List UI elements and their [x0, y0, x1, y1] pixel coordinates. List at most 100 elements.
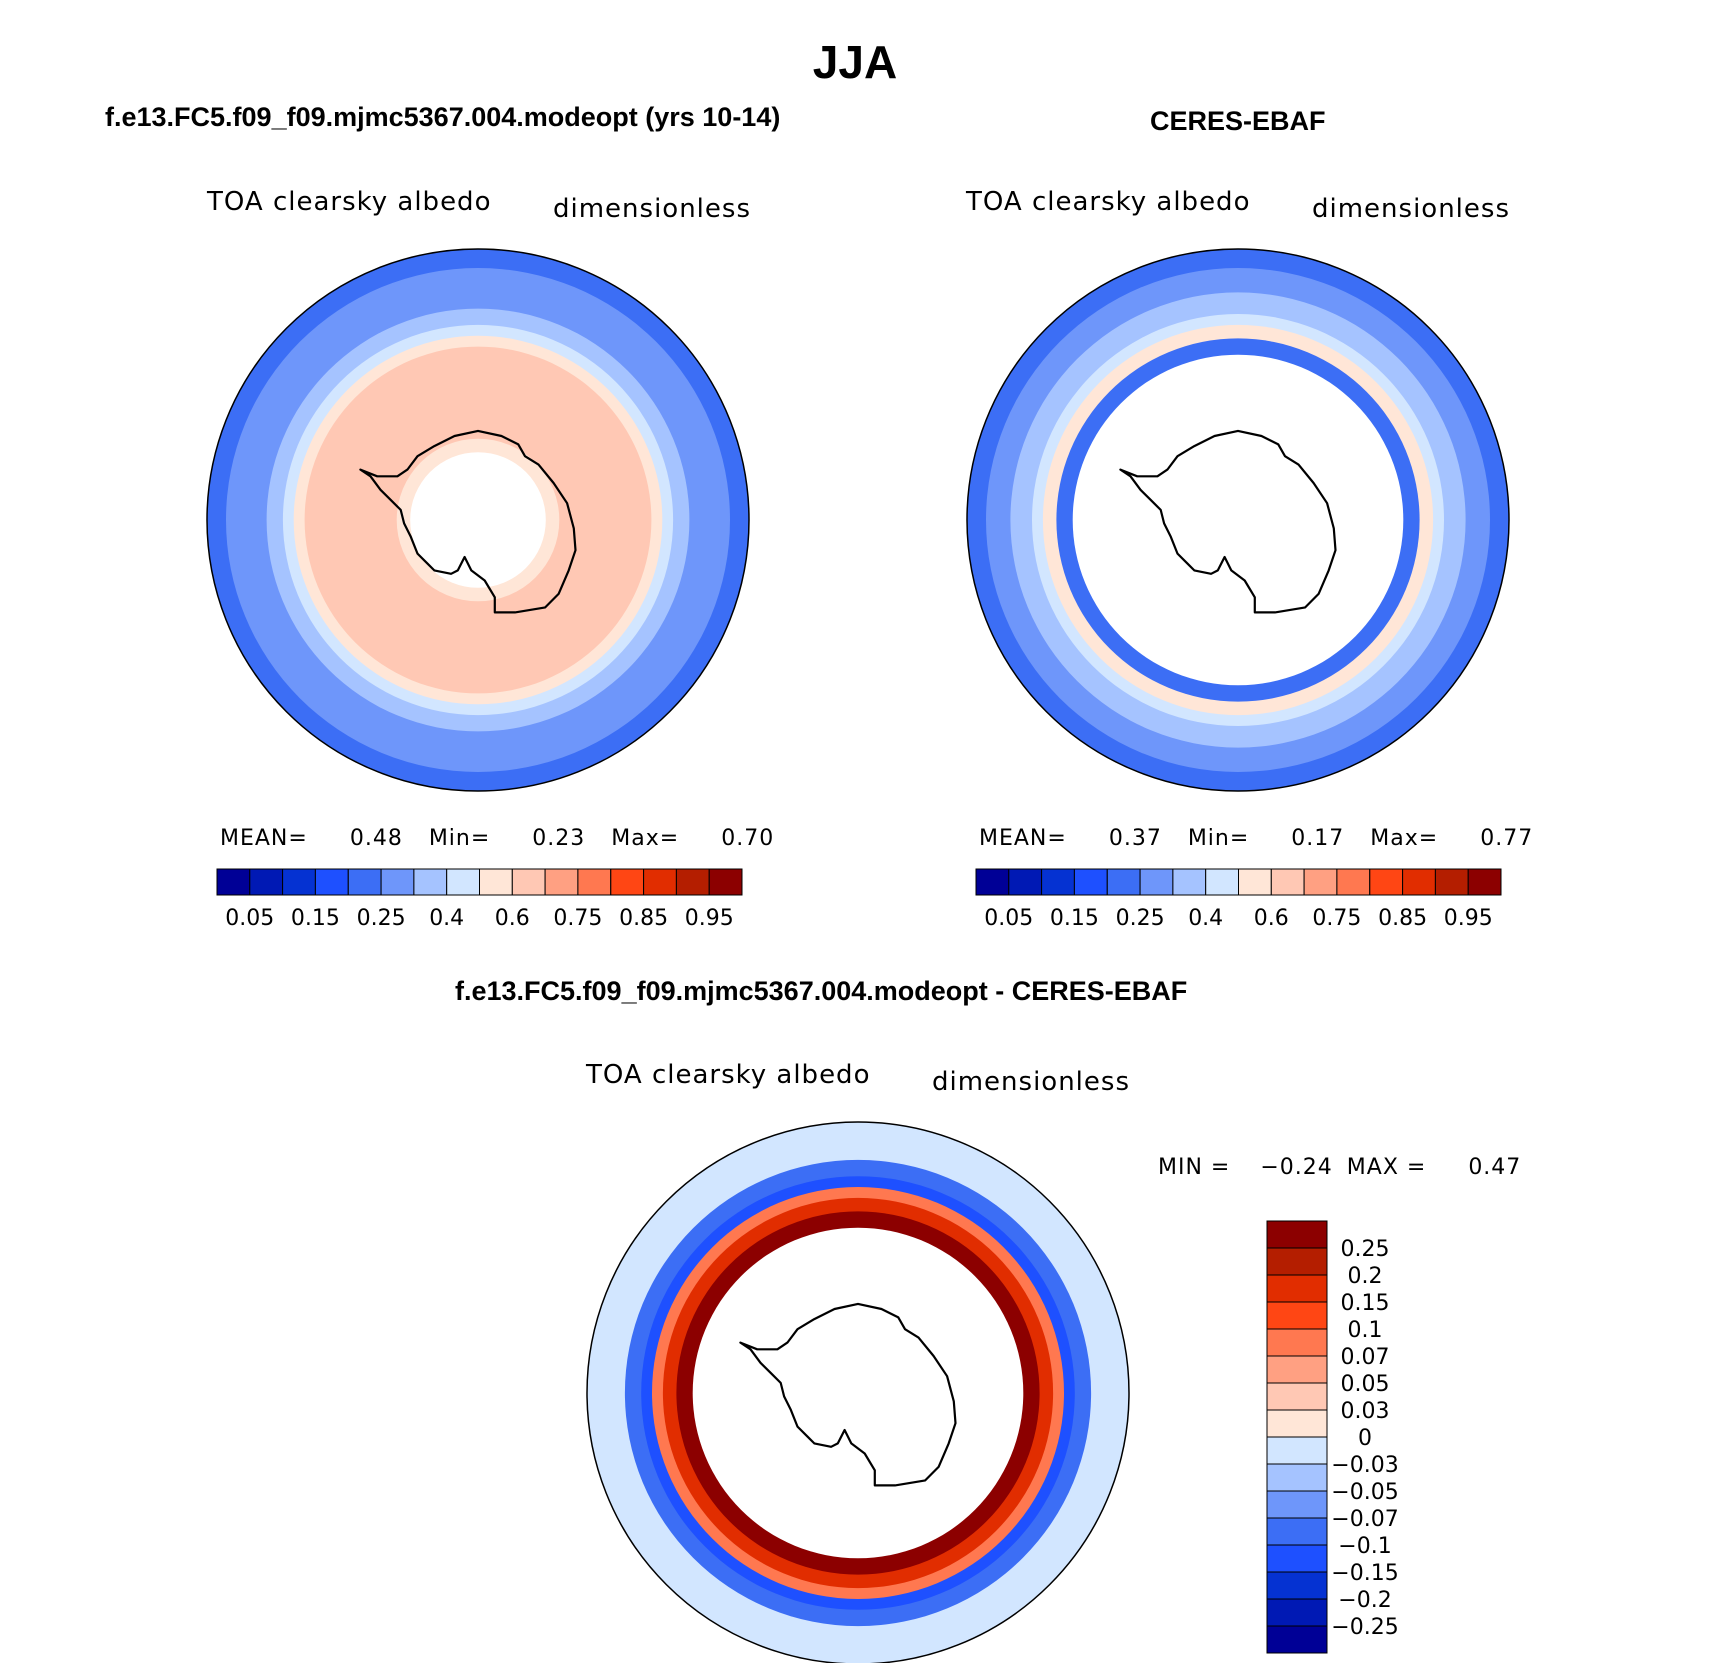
model-contour-band-7 [410, 452, 546, 588]
model-colorbar-tick-label: 0.05 [225, 906, 274, 931]
model-colorbar-swatch-2 [282, 868, 316, 896]
obs-units-label: dimensionless [1312, 194, 1510, 224]
model-colorbar-tick-label: 0.6 [495, 906, 530, 931]
diff-colorbar-tick-label: −0.1 [1338, 1534, 1391, 1559]
diff-colorbar-swatch-0 [1266, 1220, 1328, 1249]
model-min-label: Min= [428, 826, 491, 851]
diff-colorbar-tick-label: −0.05 [1331, 1480, 1398, 1505]
model-mean-value: 0.48 [349, 826, 403, 851]
model-mean-label: MEAN= [220, 826, 308, 851]
obs-mean-label: MEAN= [979, 826, 1067, 851]
diff-units-label: dimensionless [932, 1067, 1130, 1097]
diff-colorbar-tick-label: 0.07 [1341, 1345, 1390, 1370]
diff-max-value: 0.47 [1468, 1155, 1522, 1180]
diff-variable-label: TOA clearsky albedo [586, 1060, 871, 1090]
model-colorbar-tick-label: 0.95 [685, 906, 734, 931]
model-colorbar: 0.05 0.15 0.25 0.4 0.6 0.75 0.85 0.95 [216, 868, 743, 931]
obs-coastline [1119, 429, 1337, 614]
model-colorbar-swatch-9 [511, 868, 546, 896]
diff-colorbar-swatch-11 [1266, 1517, 1328, 1546]
obs-colorbar-swatch-13 [1402, 868, 1436, 896]
model-colorbar-swatch-13 [643, 868, 677, 896]
obs-colorbar-tick-label: 0.75 [1312, 906, 1361, 931]
model-colorbar-tick-label: 0.85 [619, 906, 668, 931]
diff-colorbar-tick-label: 0.2 [1348, 1264, 1383, 1289]
diff-colorbar-swatch-12 [1266, 1544, 1328, 1573]
obs-colorbar-tick-label: 0.95 [1444, 906, 1493, 931]
model-coastline [359, 429, 577, 614]
model-colorbar-swatch-0 [216, 868, 251, 896]
diff-colorbar-swatch-4 [1266, 1328, 1328, 1357]
diff-colorbar-swatch-3 [1266, 1301, 1328, 1330]
obs-colorbar-tick-label: 0.05 [984, 906, 1033, 931]
diff-map-border [586, 1121, 1130, 1663]
model-max-value: 0.70 [721, 826, 775, 851]
diff-colorbar-tick-label: −0.03 [1331, 1453, 1398, 1478]
obs-colorbar-swatch-8 [1238, 868, 1272, 896]
model-units-label: dimensionless [553, 194, 751, 224]
diff-colorbar-swatch-14 [1266, 1598, 1328, 1627]
model-polar-map [206, 248, 750, 792]
model-colorbar-swatch-1 [249, 868, 284, 896]
diff-coastline [739, 1302, 957, 1487]
diff-colorbar-tick-label: 0.15 [1341, 1291, 1390, 1316]
diff-colorbar-swatch-5 [1266, 1355, 1328, 1384]
diff-colorbar-tick-label: 0.03 [1341, 1399, 1390, 1424]
obs-colorbar-swatch-1 [1008, 868, 1043, 896]
model-min-value: 0.23 [532, 826, 586, 851]
obs-colorbar-swatch-0 [975, 868, 1010, 896]
diff-colorbar: 0.250.20.150.10.070.050.030−0.03−0.05−0.… [1266, 1220, 1399, 1654]
diff-colorbar-tick-label: 0 [1358, 1426, 1372, 1451]
obs-colorbar-tick-label: 0.85 [1378, 906, 1427, 931]
obs-colorbar-tick-label: 0.4 [1188, 906, 1223, 931]
diff-colorbar-swatch-9 [1266, 1463, 1328, 1492]
diff-colorbar-tick-label: −0.25 [1331, 1615, 1398, 1640]
obs-colorbar-swatch-10 [1303, 868, 1338, 896]
diff-colorbar-swatch-8 [1266, 1436, 1328, 1465]
diff-colorbar-swatch-13 [1266, 1571, 1328, 1600]
diff-stats: MIN = −0.24 MAX = 0.47 [1158, 1155, 1521, 1180]
obs-polar-map [966, 248, 1510, 792]
obs-contour-band-6 [1072, 354, 1404, 686]
model-colorbar-swatch-10 [544, 868, 579, 896]
obs-colorbar-swatch-14 [1434, 868, 1469, 896]
obs-colorbar-swatch-3 [1073, 868, 1108, 896]
obs-colorbar-tick-label: 0.6 [1254, 906, 1289, 931]
obs-colorbar-tick-label: 0.15 [1050, 906, 1099, 931]
obs-stats: MEAN= 0.37 Min= 0.17 Max= 0.77 [979, 826, 1533, 851]
figure-title: JJA [812, 36, 898, 88]
model-colorbar-swatch-8 [479, 868, 513, 896]
obs-variable-label: TOA clearsky albedo [966, 187, 1251, 217]
model-colorbar-swatch-7 [446, 868, 481, 896]
model-colorbar-swatch-4 [347, 868, 382, 896]
model-colorbar-tick-label: 0.25 [357, 906, 406, 931]
model-colorbar-tick-label: 0.4 [429, 906, 464, 931]
model-map-border [206, 248, 750, 792]
model-colorbar-swatch-14 [675, 868, 710, 896]
diff-colorbar-tick-label: 0.1 [1348, 1318, 1383, 1343]
model-variable-label: TOA clearsky albedo [207, 187, 492, 217]
obs-colorbar-swatch-2 [1041, 868, 1075, 896]
model-stats: MEAN= 0.48 Min= 0.23 Max= 0.70 [220, 826, 774, 851]
model-colorbar-tick-label: 0.75 [553, 906, 602, 931]
diff-case-title: f.e13.FC5.f09_f09.mjmc5367.004.modeopt -… [455, 976, 1188, 1006]
obs-colorbar: 0.05 0.15 0.25 0.4 0.6 0.75 0.85 0.95 [975, 868, 1502, 931]
diff-colorbar-tick-label: 0.05 [1341, 1372, 1390, 1397]
diff-contour-band-6 [692, 1227, 1024, 1559]
model-colorbar-swatch-6 [413, 868, 448, 896]
model-colorbar-swatch-15 [708, 868, 743, 896]
diff-colorbar-tick-label: −0.07 [1331, 1507, 1398, 1532]
model-colorbar-swatch-5 [380, 868, 415, 896]
diff-polar-map [586, 1121, 1130, 1663]
diff-colorbar-tick-label: −0.15 [1331, 1561, 1398, 1586]
obs-colorbar-swatch-15 [1467, 868, 1502, 896]
diff-colorbar-swatch-10 [1266, 1490, 1328, 1519]
obs-case-title: CERES-EBAF [1150, 106, 1326, 136]
diff-colorbar-swatch-15 [1266, 1625, 1328, 1654]
diff-colorbar-tick-label: 0.25 [1341, 1237, 1390, 1262]
diff-colorbar-swatch-2 [1266, 1274, 1328, 1303]
obs-colorbar-swatch-4 [1106, 868, 1141, 896]
obs-map-border [966, 248, 1510, 792]
diff-colorbar-swatch-6 [1266, 1382, 1328, 1411]
